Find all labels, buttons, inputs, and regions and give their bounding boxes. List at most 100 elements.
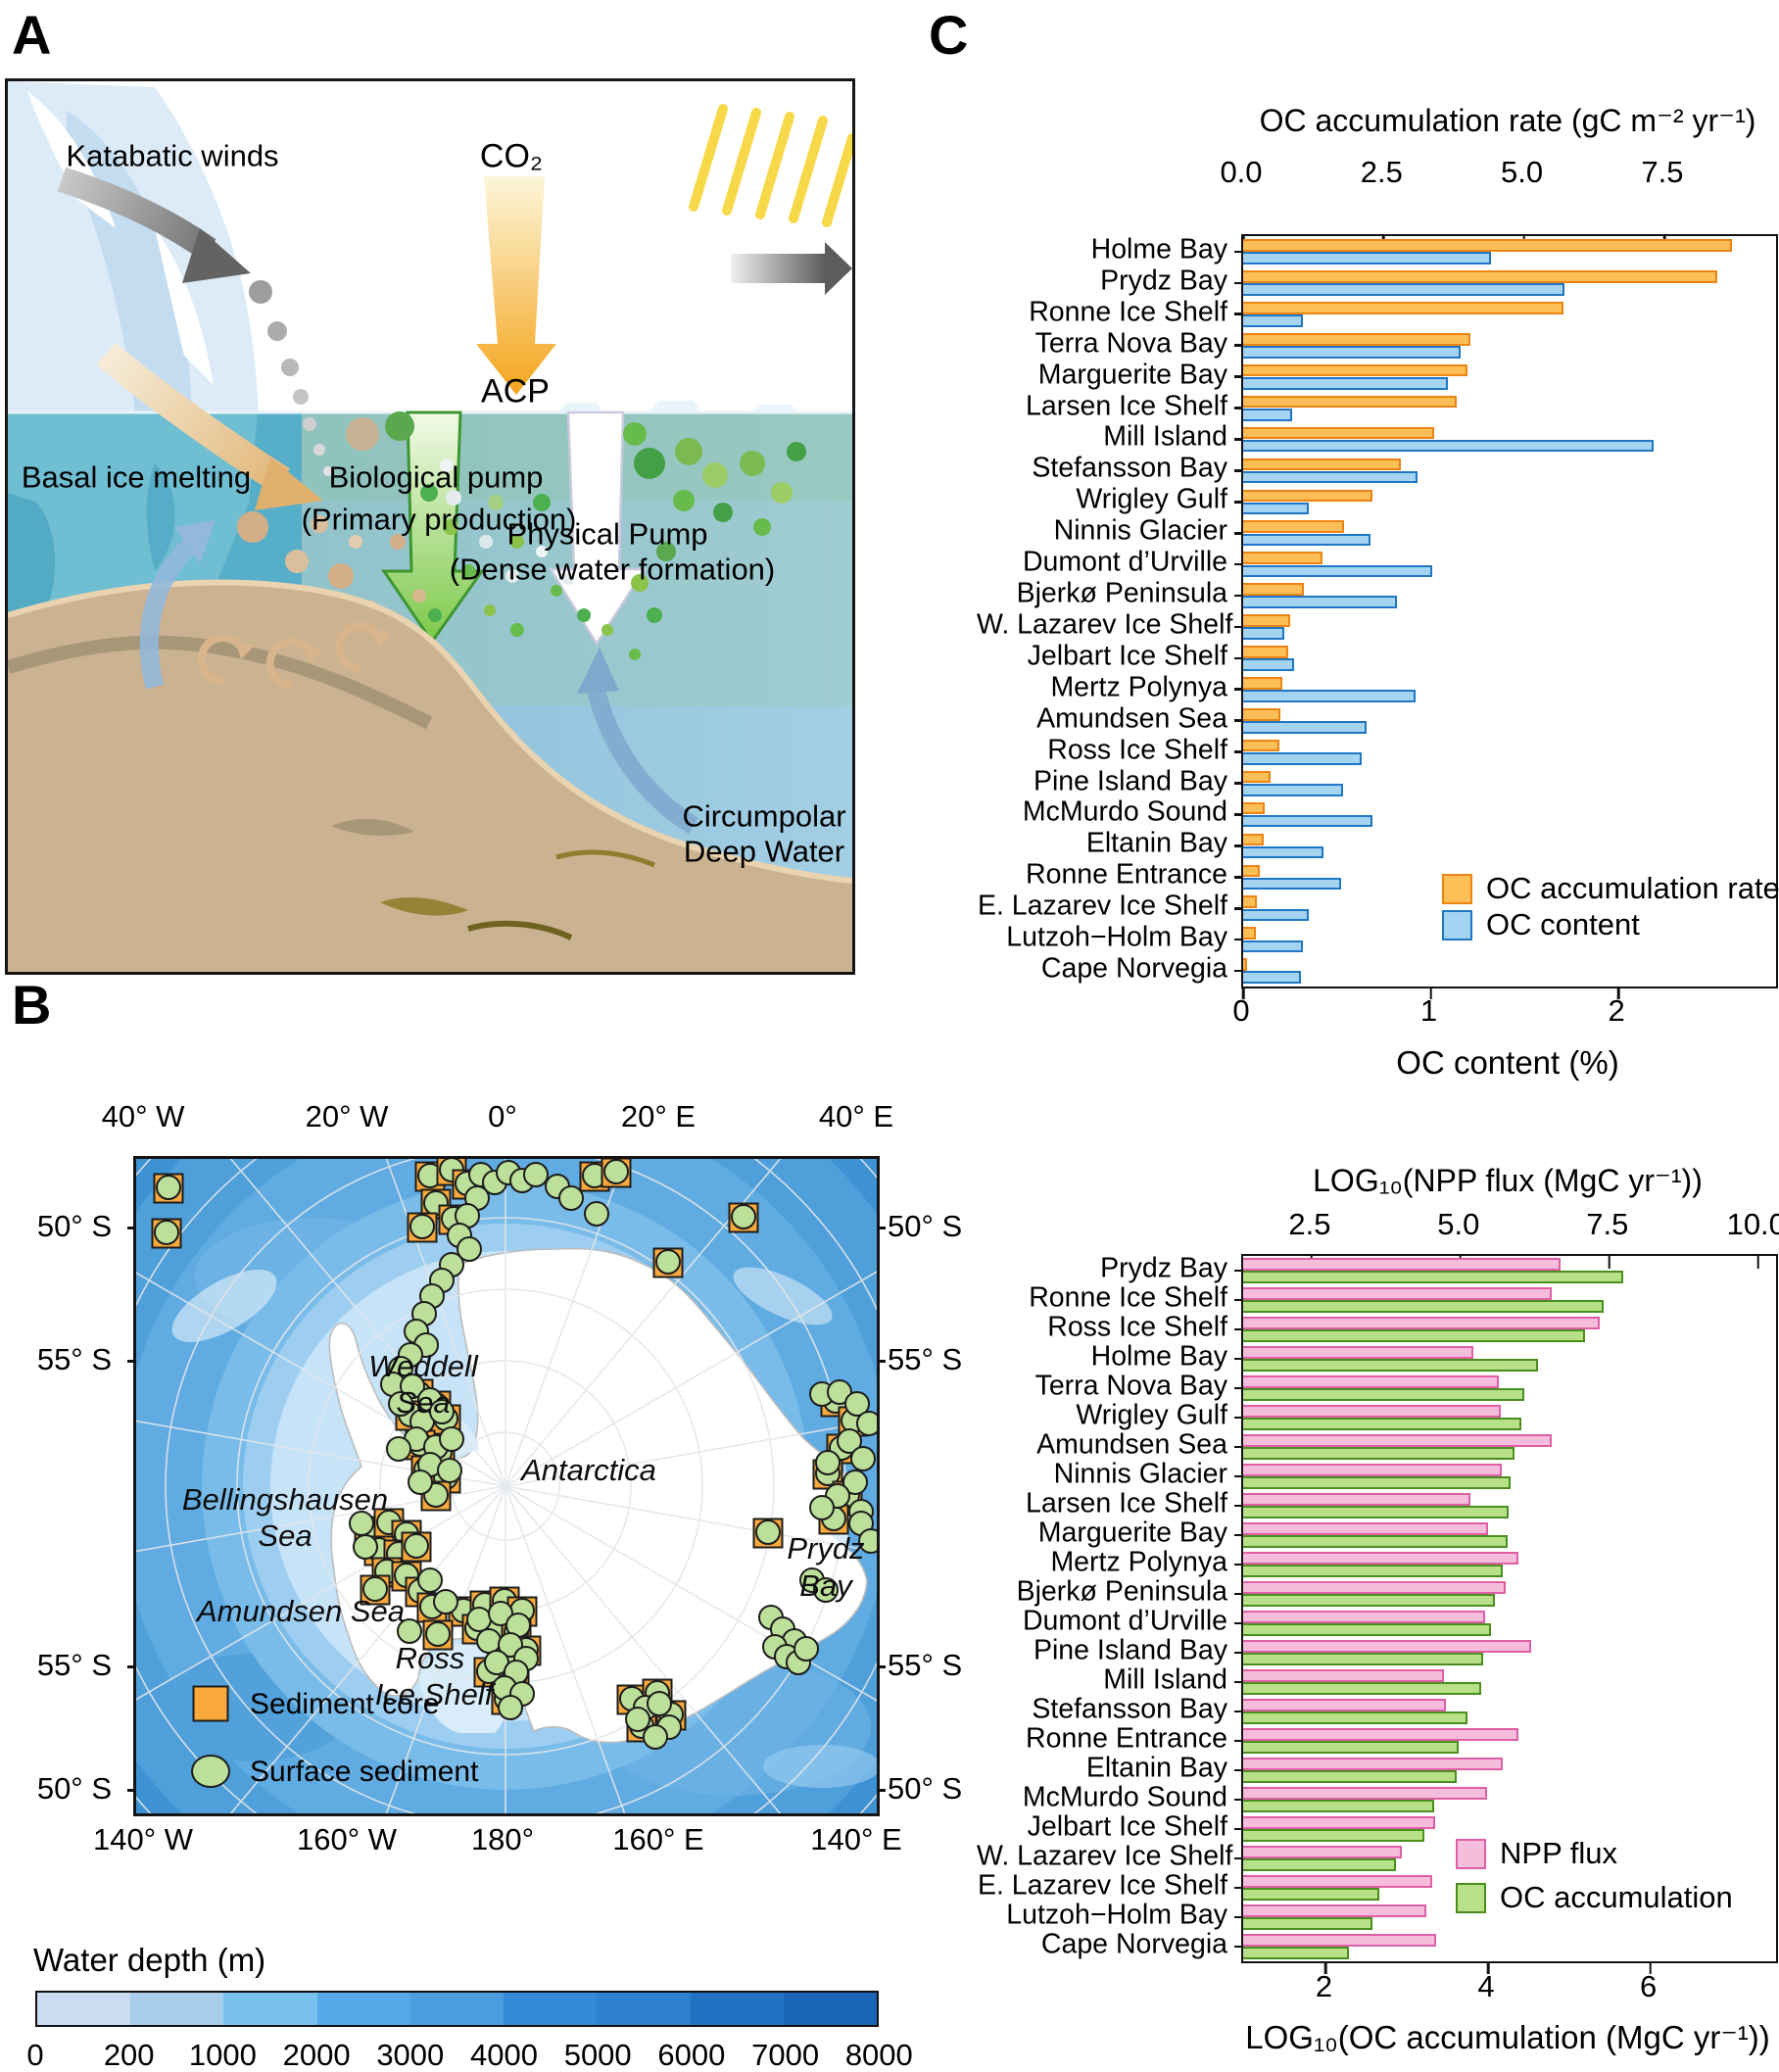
- lat-left-label: 50° S: [36, 1771, 112, 1806]
- chart-row: [1234, 674, 1776, 705]
- category-tick: [1234, 938, 1243, 941]
- surface-sediment-marker: [858, 1528, 877, 1554]
- category-tick: [1234, 688, 1243, 692]
- category-label: Jelbart Ice Shelf: [1027, 640, 1227, 672]
- chart-row: [1234, 299, 1776, 330]
- category-tick: [1234, 438, 1243, 441]
- category-label: Eltanin Bay: [1085, 827, 1227, 859]
- chart-legend-label: OC accumulation: [1500, 1880, 1733, 1914]
- OC accumulation rate-bar: [1243, 363, 1468, 377]
- colorbar-segment: [223, 1993, 317, 2025]
- chart-row: [1234, 1638, 1776, 1667]
- basal-melt-arrow-icon: [96, 342, 291, 494]
- cdw-arrow-icon: [586, 686, 698, 835]
- category-tick: [1234, 1533, 1243, 1537]
- plankton-dots-icon: [346, 411, 806, 660]
- top-axis-tick-label: 5.0: [1437, 1207, 1480, 1241]
- surface-sediment-marker: [154, 1220, 179, 1245]
- OC content-bar: [1243, 940, 1304, 953]
- top-axis-tick-label: 10.0: [1726, 1207, 1779, 1241]
- chart-legend-swatch: [1442, 873, 1472, 904]
- deep-water-label: Deep Water: [683, 834, 845, 869]
- sun-rays-icon: [689, 104, 852, 227]
- category-label: Ronne Entrance: [1026, 858, 1227, 891]
- category-label: E. Lazarev Ice Shelf: [977, 890, 1227, 922]
- colorbar-tick-label: 8000: [844, 2038, 913, 2072]
- chart-legend-row: NPP flux: [1456, 1836, 1617, 1871]
- category-label: Bjerkø Peninsula: [1016, 1575, 1227, 1608]
- OC accumulation rate-bar: [1243, 458, 1401, 471]
- lon-top-label: 40° E: [818, 1099, 894, 1133]
- category-label: Pine Island Bay: [1033, 1634, 1227, 1666]
- chart-row: [1234, 330, 1776, 361]
- chart-legend-label: OC content: [1486, 907, 1640, 941]
- chart-row: [1234, 1373, 1776, 1403]
- category-tick: [1234, 500, 1243, 504]
- category-label: Ninnis Glacier: [1053, 1458, 1227, 1490]
- surface-sediment-marker: [625, 1707, 650, 1732]
- chart-row: [1234, 1285, 1776, 1315]
- OC content-bar: [1243, 252, 1491, 265]
- lat-right-label: 50° S: [888, 1209, 963, 1243]
- category-label: Dumont d’Urville: [1022, 1605, 1227, 1637]
- chart-legend-swatch: [1442, 909, 1472, 940]
- category-label: Ross Ice Shelf: [1047, 1311, 1227, 1343]
- OC accumulation-bar: [1243, 1594, 1495, 1607]
- NPP flux-bar: [1243, 1640, 1532, 1653]
- NPP flux-bar: [1243, 1346, 1474, 1359]
- surface-sediment-marker: [397, 1618, 422, 1644]
- bottom-axis-tick-label: 2: [1608, 993, 1625, 1028]
- chart-row: [1234, 1814, 1776, 1844]
- NPP flux-bar: [1243, 1728, 1518, 1741]
- lat-tick: [877, 1665, 886, 1668]
- OC accumulation-bar: [1243, 1535, 1508, 1548]
- co2-label: CO₂: [479, 137, 544, 175]
- chart-row: [1234, 892, 1776, 924]
- category-tick: [1234, 1563, 1243, 1566]
- OC content-bar: [1243, 377, 1448, 390]
- NPP flux-bar: [1243, 1816, 1435, 1829]
- OC accumulation rate-bar: [1243, 520, 1345, 534]
- lon-top-label: 40° W: [101, 1099, 185, 1133]
- category-tick: [1234, 1386, 1243, 1390]
- NPP flux-bar: [1243, 1287, 1552, 1300]
- lat-tick: [127, 1360, 136, 1363]
- colorbar-segment: [690, 1993, 784, 2025]
- OC accumulation-bar: [1243, 1682, 1482, 1695]
- mixing-swirl-icon: [197, 622, 382, 690]
- OC content-bar: [1243, 283, 1564, 296]
- surface-sediment-marker: [429, 1399, 455, 1424]
- antarctica-map: Weddell Sea Antarctica Bellingshausen Sea Amu…: [133, 1156, 880, 1816]
- chart-row: [1234, 1903, 1776, 1932]
- OC content-bar: [1243, 533, 1371, 547]
- top-axis-tick-label: 0.0: [1220, 155, 1263, 189]
- surface-sediment-marker: [417, 1567, 443, 1593]
- surface-sediment-marker: [813, 1577, 839, 1603]
- category-tick: [1234, 1474, 1243, 1478]
- lon-top-label: 20° E: [620, 1099, 697, 1133]
- surface-sediment-marker: [349, 1511, 374, 1536]
- category-label: Terra Nova Bay: [1034, 1370, 1227, 1402]
- colorbar-tick-label: 4000: [470, 2038, 538, 2072]
- lat-left-label: 50° S: [36, 1209, 112, 1243]
- sediment-core-label: Sediment core: [250, 1688, 440, 1720]
- chart-row: [1234, 1785, 1776, 1814]
- NPP flux-bar: [1243, 1611, 1485, 1623]
- chart-row: [1234, 361, 1776, 393]
- category-tick: [1234, 844, 1243, 847]
- NPP flux-bar: [1243, 1258, 1561, 1271]
- colorbar-segment: [504, 1993, 598, 2025]
- katabatic-arrow-icon: [57, 167, 216, 261]
- surface-sediment-marker: [433, 1589, 458, 1614]
- map-label-ross: Ice Shelf: [374, 1677, 494, 1711]
- OC accumulation rate-bar: [1243, 958, 1247, 971]
- upwelling-arrow-icon: [139, 534, 201, 690]
- primary-production-label: (Primary production): [301, 502, 577, 537]
- category-label: Cape Norvegia: [1040, 952, 1227, 985]
- category-label: Mertz Polynya: [1050, 1546, 1227, 1578]
- chart-legend-label: OC accumulation rate: [1486, 871, 1779, 905]
- chart-plot-area: [1234, 234, 1778, 999]
- chart-row: [1234, 1256, 1776, 1285]
- category-label: Wrigley Gulf: [1076, 1399, 1227, 1431]
- category-tick: [1234, 1651, 1243, 1655]
